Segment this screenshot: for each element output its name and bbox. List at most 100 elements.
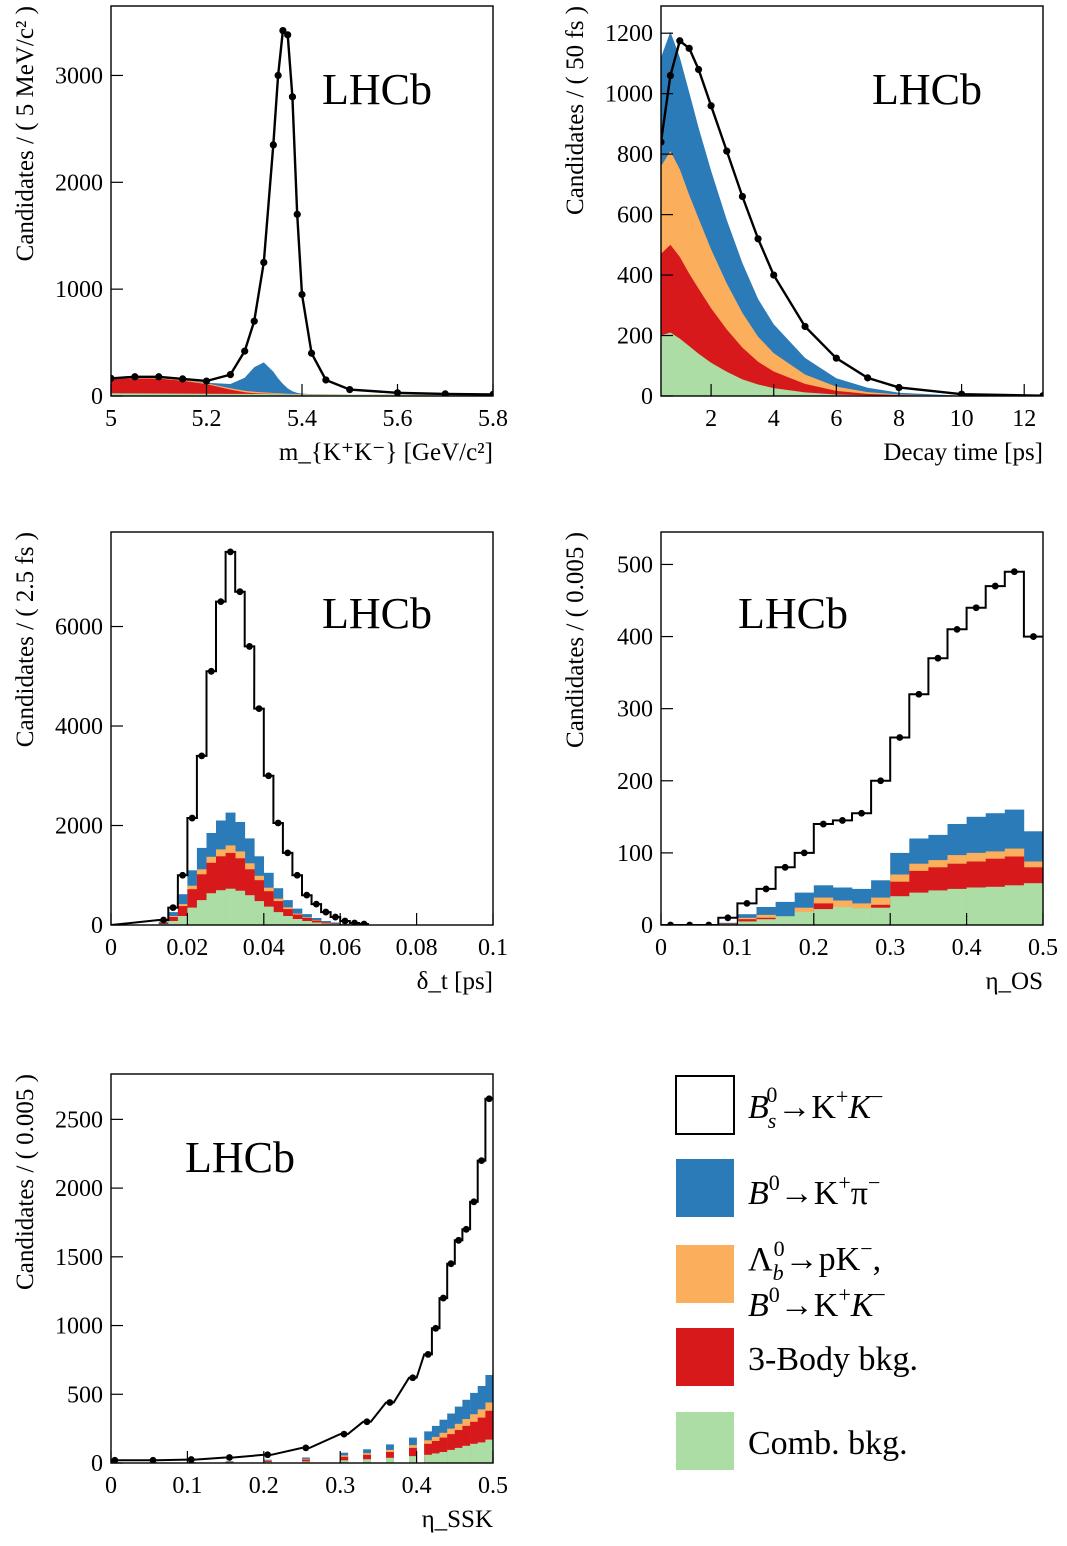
data-point [269,141,277,149]
legend-label-threebody: 3-Body bkg. [748,1341,918,1378]
lhcb-watermark: LHCb [872,65,982,114]
bar-etaos-0 [852,908,872,925]
bar-deltat-0 [292,919,303,925]
bar-etassk-1 [363,1454,371,1463]
bar-deltat-0 [282,916,293,925]
data-point [953,625,961,633]
data-point [264,1451,272,1459]
bar-etaos-0 [1004,885,1025,925]
data-point [187,1456,195,1463]
area-time-2 [661,151,1043,396]
bar-etassk-1 [302,1459,310,1463]
bar-deltat-0 [302,921,312,925]
data-point [284,849,292,857]
panel-etaos: 0 0.1 0.2 0.3 0.4 0.5 0 100 200 300 400 500 Candidat… [562,531,1058,995]
bar-etaos-0 [947,888,967,925]
data-point [360,920,368,925]
data-point [485,1095,493,1103]
data-point [934,654,942,662]
curve-total-time [661,38,1043,396]
x-tick-label: 6 [830,406,842,432]
data-point [188,814,196,822]
bar-etassk-1 [340,1456,349,1463]
bar-etaos-0 [928,890,948,925]
data-point [707,102,715,110]
data-point [217,598,225,606]
y-tick-label: 0 [91,1451,103,1477]
y-tick-label: 3000 [55,63,103,89]
bar-deltat-0 [187,907,198,925]
lhcb-watermark: LHCb [185,1133,295,1182]
data-point [340,1430,348,1438]
data-point [723,147,731,155]
y-tick-label: 2500 [55,1107,103,1133]
x-tick-label: 5.6 [383,406,413,432]
bar-etassk-1 [439,1437,448,1463]
bar-deltat-0 [196,900,207,925]
data-point [226,371,234,379]
data-point [179,871,187,879]
x-tick-label: 0.08 [396,935,438,961]
data-point [179,375,187,383]
bar-etaos-0 [832,907,853,925]
bar-etaos-0 [985,886,1006,925]
y-tick-label: 2000 [55,1176,103,1202]
data-point [322,908,330,916]
y-tick-label: 800 [617,142,653,168]
bar-deltat-0 [321,923,331,925]
plot-area-deltat [111,548,370,925]
x-axis-label: Decay time [ps] [883,439,1043,466]
legend-label-comb: Comb. bkg. [748,1425,908,1462]
bar-etassk-0 [470,1443,478,1463]
bar-etassk-0 [386,1457,394,1463]
data-point [303,891,311,899]
x-tick-label: 2 [705,406,717,432]
x-tick-label: 0.2 [249,1473,279,1499]
lhcb-watermark: LHCb [322,589,432,638]
data-point [155,373,163,381]
bar-deltat-1 [187,889,198,925]
data-point [246,643,253,650]
bar-etassk-0 [477,1442,486,1463]
data-point [915,690,923,698]
data-point [489,390,493,396]
x-tick-label: 5.4 [287,406,317,432]
y-tick-label: 1000 [605,82,653,108]
data-point [819,820,827,828]
data-point [801,322,809,331]
data-point [667,921,674,925]
legend-label-signal: Bs0→K+K− [748,1082,883,1133]
data-point [260,258,268,267]
plot-area-etassk [111,1095,493,1463]
x-tick-label: 4 [768,406,780,432]
data-point [800,849,808,857]
data-point [864,374,872,382]
y-tick-label: 200 [617,769,653,795]
y-tick-label: 0 [641,913,653,939]
plot-area-mass [111,26,493,396]
data-point [409,1374,417,1382]
panel-etassk: 0 0.1 0.2 0.3 0.4 0.5 0 500 1000 1500 2000 2500 Cand… [12,1073,508,1533]
y-tick-label: 200 [617,324,653,350]
data-point [111,374,115,382]
x-tick-label: 0.06 [319,935,361,961]
data-point [307,349,316,357]
y-tick-label: 1000 [55,277,103,303]
data-point [169,904,177,911]
bar-deltat-0 [225,888,236,925]
data-point [293,871,301,879]
data-point [255,705,263,713]
bar-etassk-1 [424,1443,433,1463]
data-point [298,290,306,299]
bar-etassk-0 [485,1439,493,1463]
x-tick-label: 0 [105,935,117,961]
bar-etassk-0 [302,1461,310,1463]
bar-deltat-0 [177,916,188,925]
y-tick-label: 4000 [55,714,103,740]
legend-swatch-signal [675,1075,735,1135]
data-point [274,819,282,827]
bar-etaos-0 [813,909,834,925]
legend-swatch-b0kpi [676,1159,734,1217]
data-point [770,271,778,279]
x-tick-label: 0 [105,1473,117,1499]
